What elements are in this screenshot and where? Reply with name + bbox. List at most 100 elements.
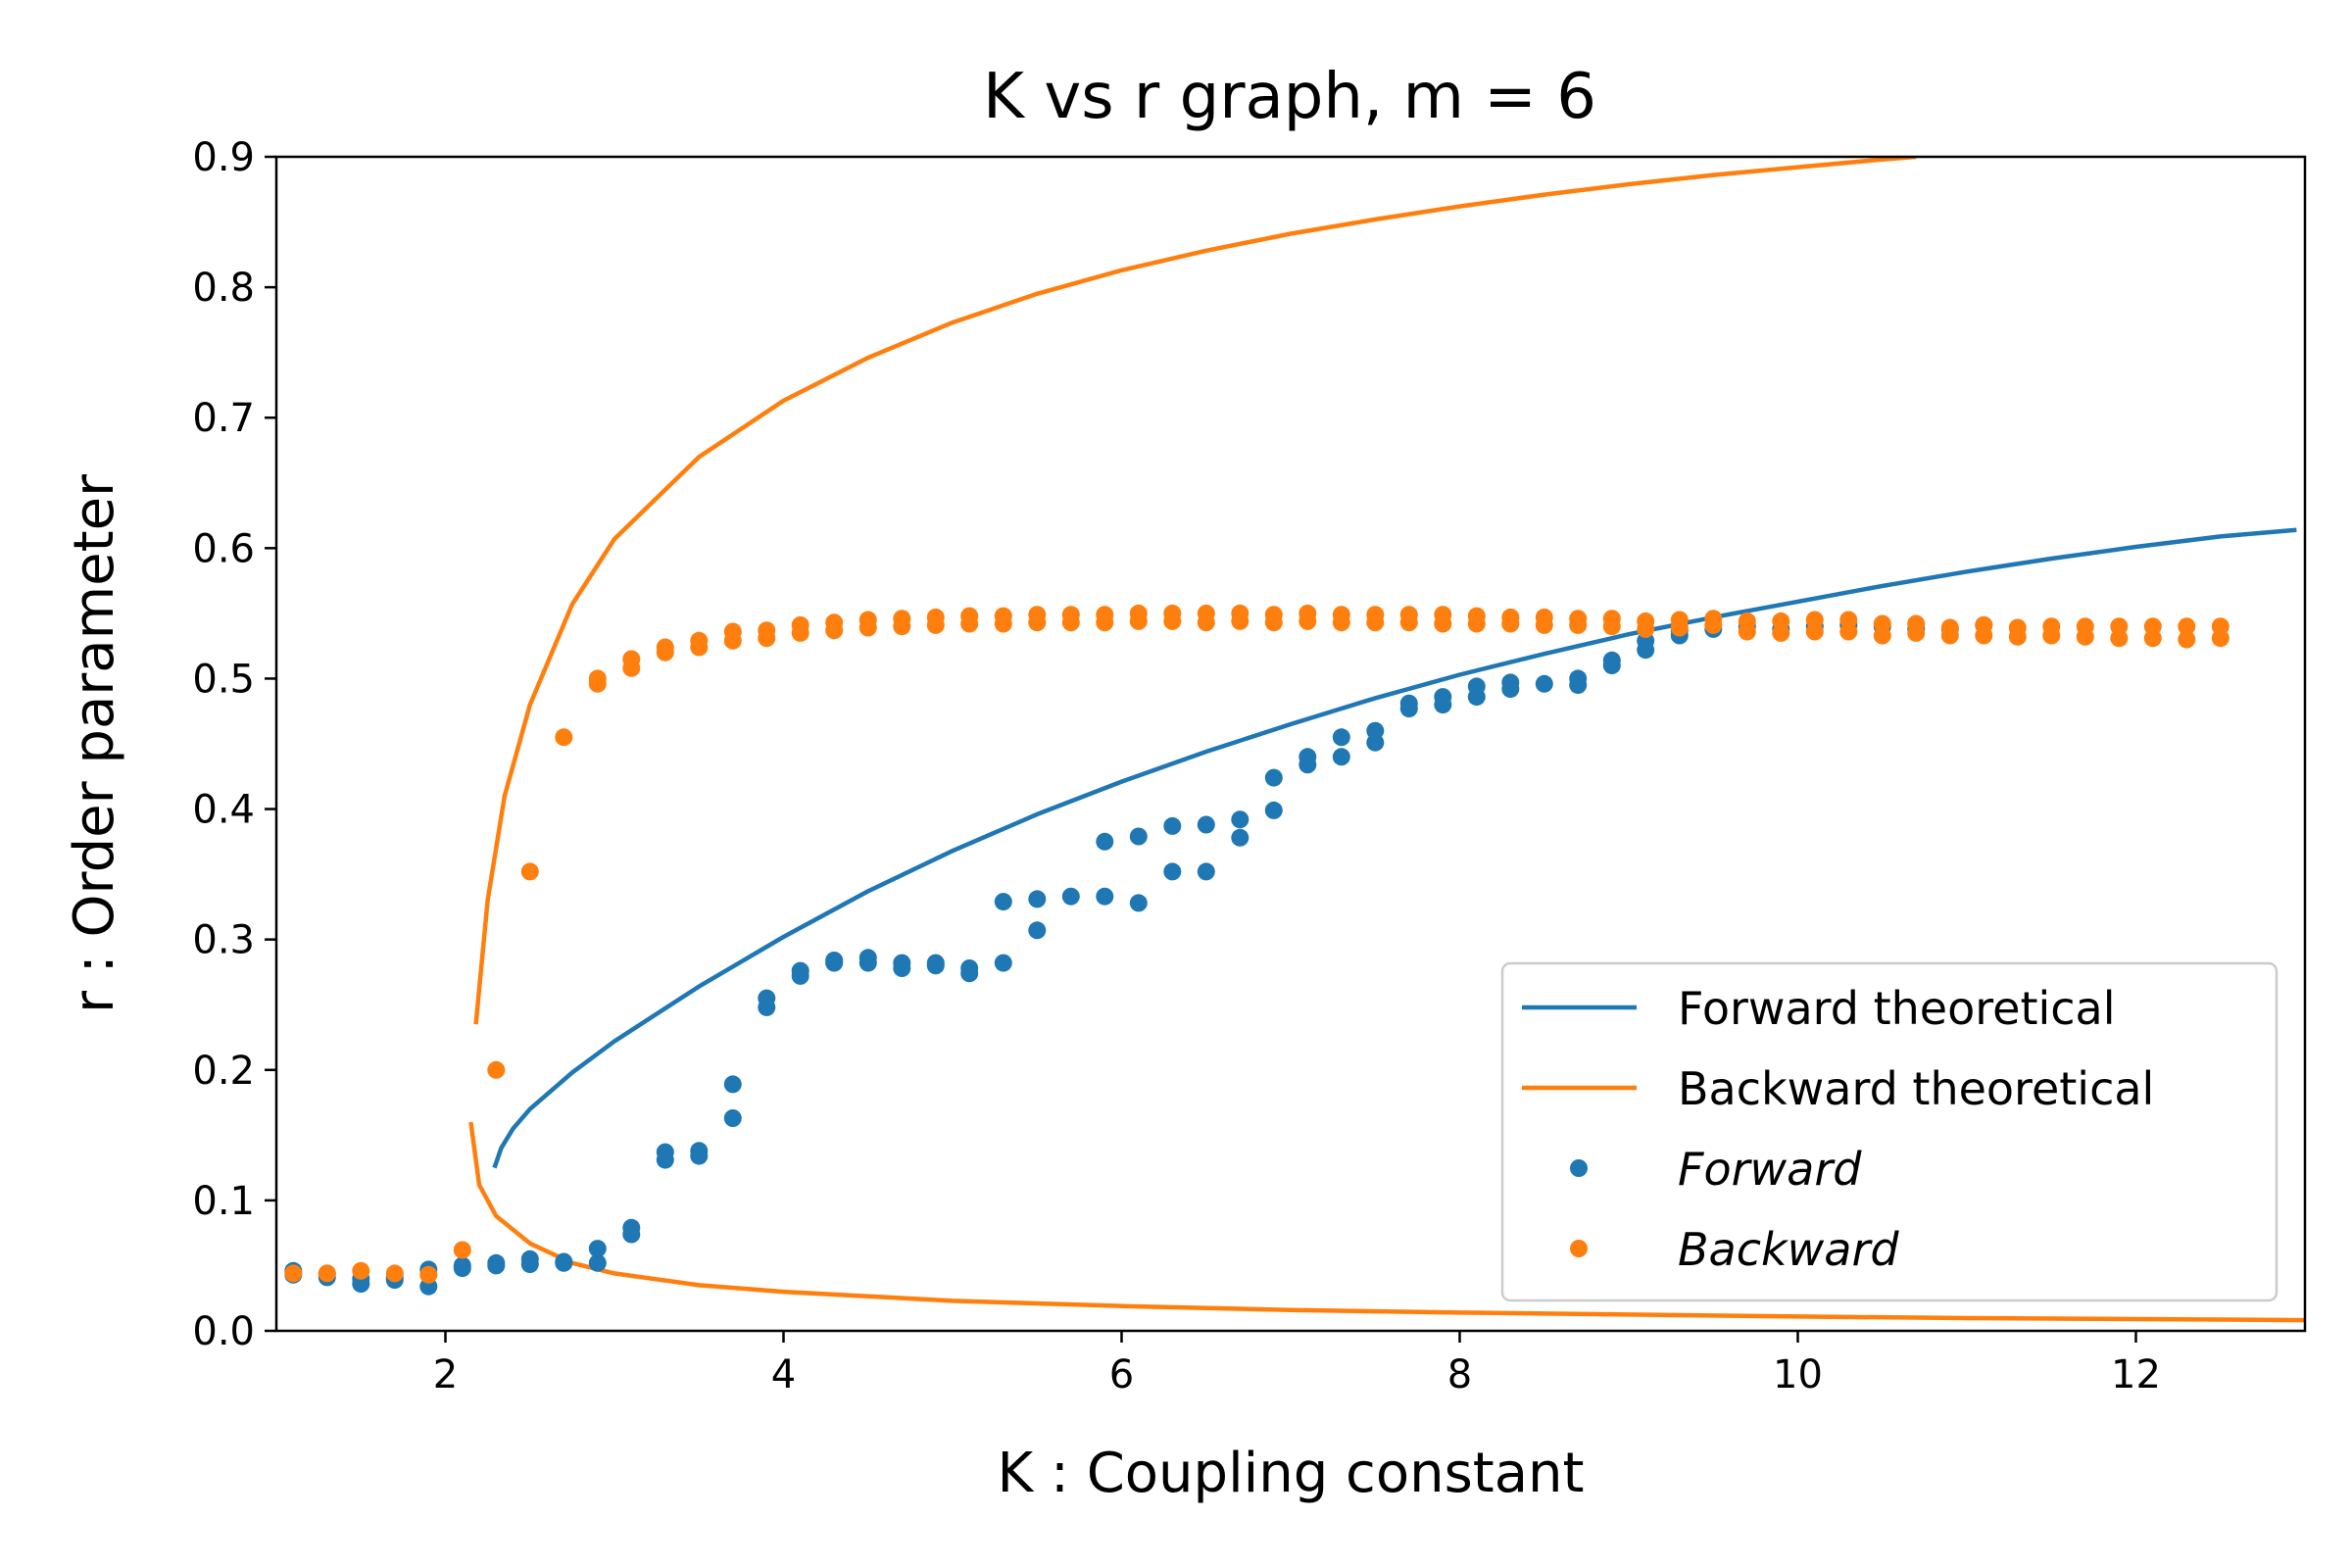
data-point-forward	[1399, 694, 1418, 712]
data-point-backward	[1602, 610, 1621, 628]
data-point-forward	[758, 989, 776, 1007]
data-point-forward	[690, 1142, 709, 1160]
data-point-forward	[1197, 815, 1215, 834]
data-point-backward	[1975, 615, 1993, 634]
legend-marker-forward	[1570, 1159, 1588, 1177]
data-point-backward	[656, 638, 674, 657]
data-point-forward	[588, 1240, 607, 1258]
data-point-forward	[1434, 688, 1452, 707]
data-point-backward	[1535, 608, 1553, 626]
data-point-backward	[1231, 604, 1250, 622]
data-point-backward	[926, 608, 945, 626]
data-point-forward	[1197, 862, 1215, 881]
data-point-forward	[1163, 816, 1182, 835]
data-point-backward	[960, 607, 979, 625]
series-line-backward-theoretical-2	[468, 1121, 2305, 1323]
data-point-forward	[1163, 862, 1182, 881]
chart-title: K vs r graph, m = 6	[983, 61, 1596, 133]
data-point-backward	[2143, 617, 2162, 636]
data-point-forward	[893, 954, 911, 972]
data-point-forward	[1264, 801, 1283, 819]
data-point-backward	[1637, 612, 1655, 630]
legend-label-forward-theoretical: Forward theoretical	[1678, 982, 2116, 1035]
data-point-backward	[2211, 617, 2230, 636]
data-point-backward	[825, 613, 844, 632]
data-point-backward	[1670, 611, 1689, 629]
data-point-forward	[1535, 674, 1553, 693]
data-point-forward	[1569, 669, 1588, 688]
data-point-forward	[1129, 827, 1148, 846]
legend-label-backward: Backward	[1678, 1223, 1899, 1276]
data-point-forward	[622, 1218, 641, 1237]
data-point-forward	[1467, 677, 1486, 696]
y-tick-label: 0.0	[192, 1309, 255, 1354]
data-point-backward	[352, 1261, 370, 1280]
axes-frame	[274, 155, 2307, 1333]
data-point-backward	[487, 1060, 506, 1079]
x-axis-label: K : Coupling constant	[998, 1442, 1585, 1505]
data-point-forward	[656, 1143, 674, 1161]
data-point-forward	[1602, 651, 1621, 669]
y-tick-label: 0.1	[192, 1179, 255, 1224]
data-point-backward	[1704, 610, 1723, 628]
data-point-backward	[1467, 607, 1486, 625]
data-point-forward	[994, 954, 1012, 972]
data-point-forward	[1096, 832, 1114, 851]
data-point-backward	[1805, 611, 1824, 629]
points-layer	[284, 604, 2230, 1296]
series-line-backward-theoretical-1	[473, 157, 1917, 1025]
data-point-backward	[1366, 606, 1385, 624]
data-point-backward	[1907, 614, 1926, 633]
y-tick-label: 0.2	[192, 1049, 255, 1094]
x-axis-ticks: 2 4 6 8 10 12	[433, 1331, 2161, 1397]
data-point-backward	[2178, 617, 2196, 636]
data-point-backward	[1873, 614, 1891, 633]
data-point-forward	[994, 893, 1012, 911]
data-point-backward	[893, 610, 911, 628]
data-point-forward	[825, 952, 844, 969]
x-tick-label: 10	[1773, 1352, 1823, 1397]
plot-area	[274, 155, 2307, 1333]
data-point-backward	[520, 862, 539, 881]
data-point-backward	[1399, 606, 1418, 624]
data-point-forward	[1366, 721, 1385, 740]
data-point-backward	[453, 1241, 471, 1259]
data-point-forward	[555, 1252, 573, 1271]
data-point-backward	[1738, 612, 1756, 630]
x-tick-label: 4	[771, 1352, 796, 1397]
data-point-backward	[1940, 618, 1959, 637]
y-tick-label: 0.4	[192, 788, 255, 833]
data-point-backward	[1163, 604, 1182, 622]
data-point-backward	[1839, 611, 1858, 629]
data-point-backward	[858, 611, 877, 629]
y-tick-label: 0.6	[192, 526, 255, 571]
data-point-backward	[791, 615, 809, 634]
lines-layer	[468, 157, 2305, 1323]
data-point-backward	[318, 1264, 336, 1283]
data-point-forward	[1096, 887, 1114, 906]
data-point-forward	[791, 961, 809, 980]
data-point-backward	[994, 607, 1012, 625]
data-point-forward	[487, 1253, 506, 1272]
y-axis-label: r : Order parameter	[63, 473, 126, 1013]
x-tick-label: 6	[1109, 1352, 1134, 1397]
data-point-backward	[1332, 606, 1350, 624]
data-point-backward	[2178, 630, 2196, 649]
data-point-forward	[1264, 768, 1283, 787]
data-point-forward	[723, 1075, 742, 1094]
y-tick-label: 0.9	[192, 135, 255, 180]
data-point-backward	[723, 622, 742, 641]
data-point-backward	[622, 650, 641, 668]
legend-label-backward-theoretical: Backward theoretical	[1678, 1062, 2154, 1115]
data-point-backward	[1028, 606, 1047, 624]
data-point-backward	[1772, 612, 1790, 630]
legend-label-forward: Forward	[1678, 1143, 1862, 1196]
data-point-backward	[1501, 608, 1520, 626]
data-point-backward	[419, 1265, 438, 1284]
data-point-forward	[1332, 748, 1350, 766]
data-point-backward	[385, 1264, 404, 1283]
data-point-forward	[858, 949, 877, 967]
data-point-backward	[690, 631, 709, 650]
data-point-backward	[1264, 606, 1283, 624]
